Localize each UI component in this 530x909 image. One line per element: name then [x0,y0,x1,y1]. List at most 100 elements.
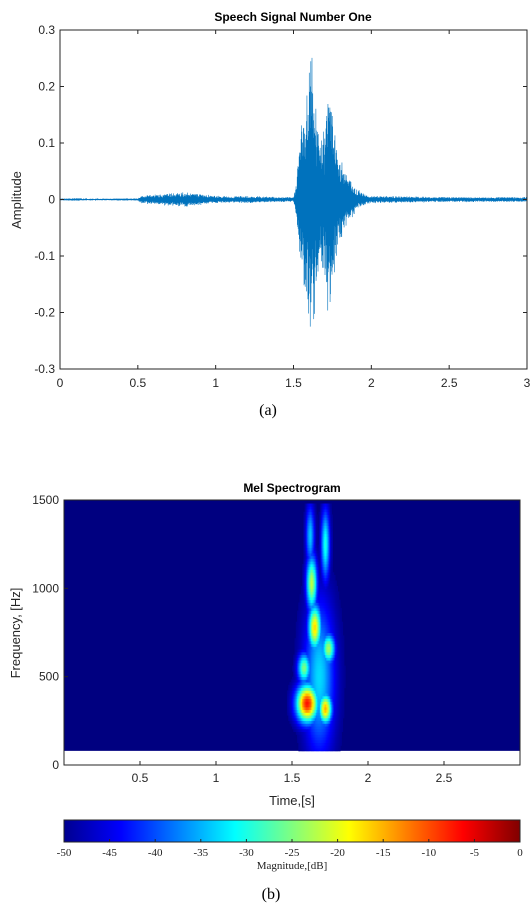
heatmap-cell [321,542,323,546]
heatmap-cell [308,542,311,546]
heatmap-cell [298,720,300,724]
heatmap-cell [313,544,316,548]
heatmap-cell [340,638,342,642]
heatmap-cell [317,684,319,689]
heatmap-cell [299,684,302,689]
heatmap-cell [308,643,311,647]
heatmap-cell [312,742,314,746]
heatmap-cell [323,629,326,634]
heatmap-cell [297,638,299,642]
heatmap-cell [299,704,302,708]
heatmap-cell [342,651,345,656]
heatmap-cell [317,662,319,667]
heatmap-cell [330,583,332,587]
heatmap-cell [331,572,333,576]
heatmap-cell [304,737,307,741]
heatmap-cell [309,640,312,645]
heatmap-cell [321,698,323,702]
heatmap-cell [295,695,298,700]
heatmap-cell [330,577,332,581]
heatmap-cell [314,596,317,601]
heatmap-cell [337,613,340,617]
heatmap-cell [322,599,325,603]
heatmap-cell [324,550,327,554]
heatmap-cell [298,662,300,667]
heatmap-cell [319,720,322,724]
heatmap-cell [313,583,316,587]
heatmap-cell [303,660,306,664]
heatmap-cell [330,585,332,590]
heatmap-cell [292,704,294,708]
heatmap-cell [292,706,294,711]
heatmap-cell [331,558,333,562]
heatmap-cell [318,585,321,590]
heatmap-cell [321,610,323,614]
heatmap-cell [314,583,317,587]
heatmap-cell [303,643,306,647]
heatmap-cell [317,671,319,675]
heatmap-cell [333,610,336,614]
heatmap-cell [304,585,307,590]
heatmap-cell [312,602,314,606]
heatmap-cell [335,616,337,620]
heatmap-cell [328,607,331,612]
heatmap-cell [312,723,314,727]
heatmap-cell [290,709,293,713]
heatmap-cell [324,720,327,724]
heatmap-cell [312,531,314,535]
heatmap-cell [324,607,327,612]
heatmap-cell [305,566,308,570]
heatmap-cell [326,522,328,526]
heatmap-cell [293,704,295,708]
heatmap-cell [318,698,321,702]
heatmap-cell [295,638,298,642]
heatmap-cell [332,640,335,645]
heatmap-cell [302,739,304,744]
heatmap-cell [316,687,318,691]
heatmap-cell [316,673,318,678]
heatmap-cell [330,566,332,570]
heatmap-cell [304,687,307,691]
heatmap-cell [337,671,340,675]
heatmap-cell [307,594,309,598]
heatmap-cell [324,737,327,741]
heatmap-cell [316,547,318,551]
heatmap-cell [326,748,328,752]
heatmap-cell [326,558,328,562]
heatmap-cell [332,682,335,686]
heatmap-cell [302,627,304,631]
heatmap-cell [317,616,319,620]
heatmap-cell [323,528,326,532]
heatmap-cell [321,643,323,647]
heatmap-cell [289,704,292,708]
heatmap-cell [333,668,336,672]
heatmap-cell [289,682,292,686]
heatmap-cell [322,668,325,672]
heatmap-cell [333,613,336,617]
heatmap-cell [336,726,338,730]
heatmap-cell [300,726,303,730]
heatmap-cell [330,712,332,716]
heatmap-cell [294,709,297,713]
heatmap-cell [318,748,321,752]
heatmap-cell [313,646,316,650]
heatmap-cell [309,596,312,601]
heatmap-cell [312,695,314,700]
heatmap-cell [324,528,327,532]
heatmap-cell [328,673,331,678]
heatmap-cell [324,596,327,601]
heatmap-cell [319,517,322,521]
heatmap-cell [343,679,346,683]
heatmap-cell [303,533,306,537]
heatmap-cell [309,561,312,565]
heatmap-cell [308,704,311,708]
heatmap-cell [316,531,318,535]
heatmap-cell [321,514,323,518]
colorbar-tick-label: -15 [376,847,391,859]
heatmap-cell [336,649,338,653]
heatmap-cell [290,682,293,686]
heatmap-cell [328,701,331,705]
heatmap-cell [332,745,335,749]
heatmap-cell [308,638,311,642]
heatmap-cell [323,632,326,636]
